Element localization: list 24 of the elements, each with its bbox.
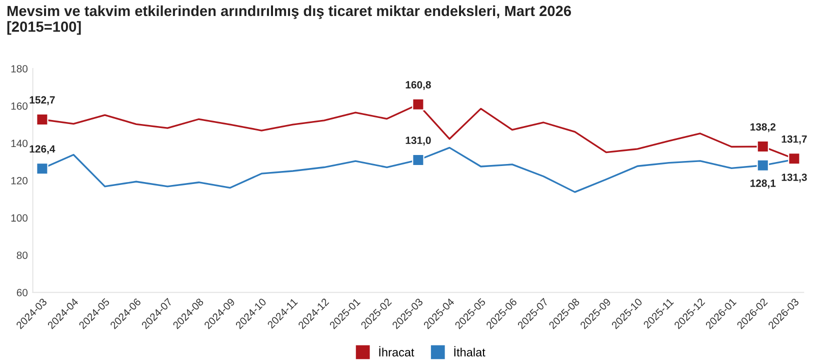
- data-label: 131,3: [782, 174, 807, 182]
- point: [36, 113, 48, 126]
- data-label: 160,8: [406, 81, 431, 90]
- point: [756, 159, 769, 172]
- y-tick-label: 160: [11, 102, 28, 110]
- data-label: 131,7: [782, 135, 807, 144]
- point: [36, 162, 48, 175]
- y-tick-label: 120: [11, 177, 28, 184]
- legend-label: İthalat: [454, 346, 486, 356]
- data-label: 152,7: [30, 96, 55, 106]
- data-label: 126,4: [30, 145, 56, 154]
- y-tick-label: 60: [16, 288, 28, 296]
- y-tick-label: 80: [16, 252, 28, 259]
- data-label: 128,1: [750, 180, 776, 188]
- data-label: 131,0: [406, 136, 431, 146]
- data-label: 138,2: [750, 123, 776, 132]
- y-tick-label: 100: [11, 214, 28, 222]
- point: [412, 98, 424, 111]
- point: [412, 154, 424, 166]
- y-tick-label: 140: [11, 140, 28, 148]
- point: [756, 140, 769, 153]
- chart-title: Mevsim ve takvim etkilerinden arındırılmış dış ticaret miktar endeksleri, Mart 2026 [2015=100]: [7, 5, 571, 35]
- y-tick-label: 180: [11, 65, 28, 72]
- legend-label: İhracat: [379, 346, 414, 356]
